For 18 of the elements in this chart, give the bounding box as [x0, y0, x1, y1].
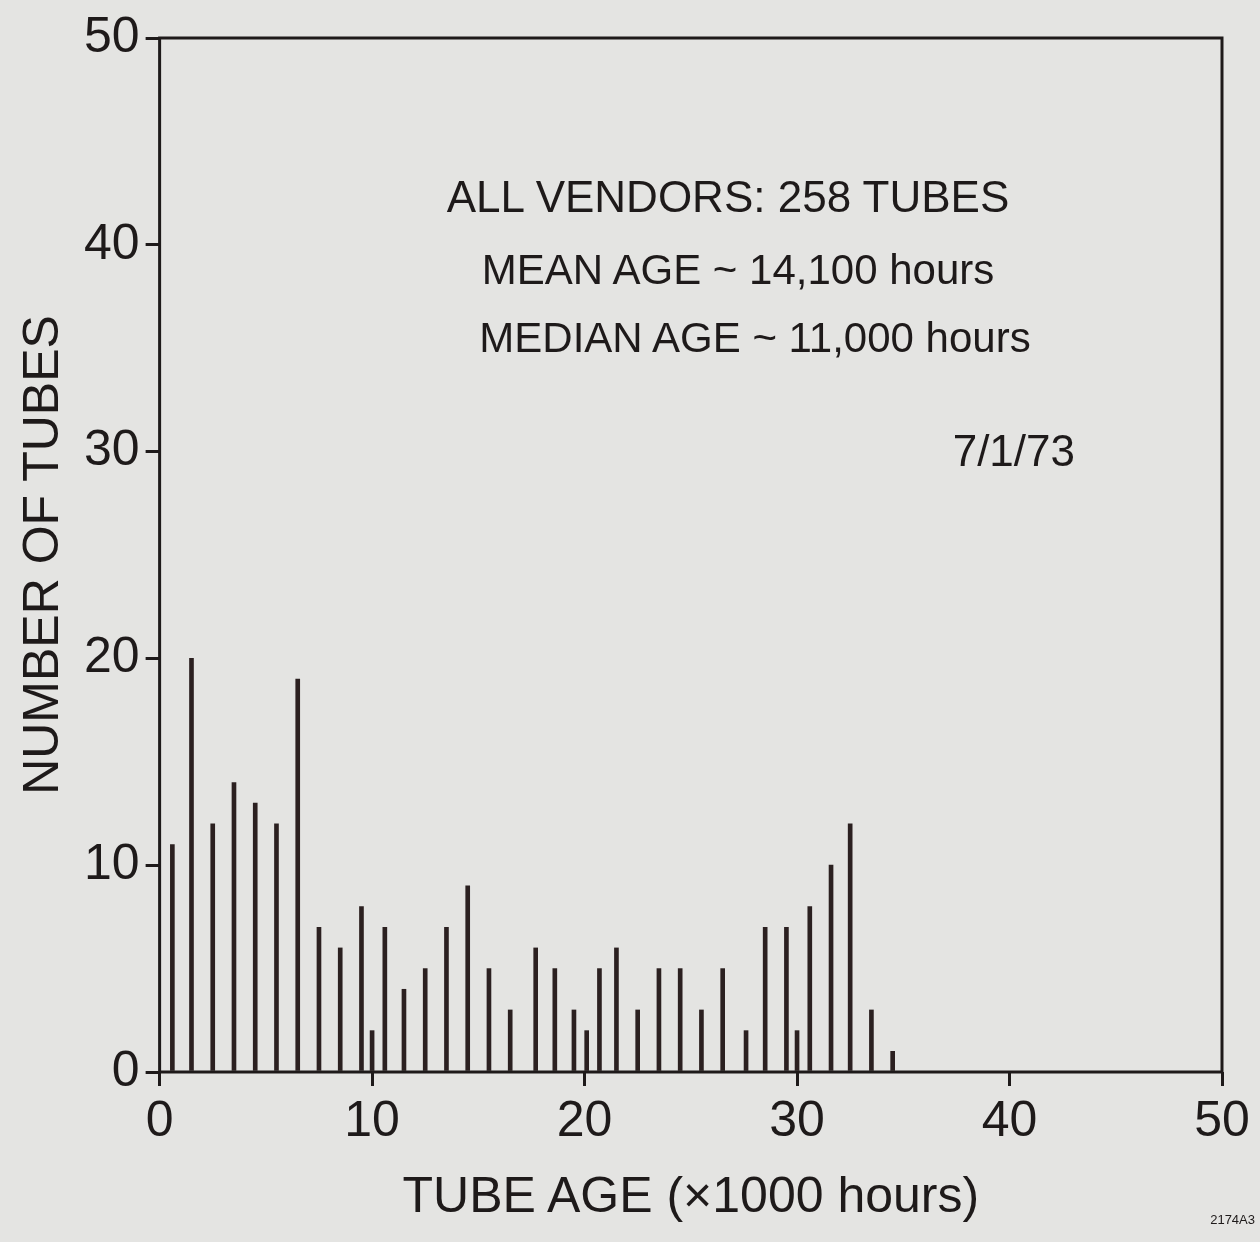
- x-tick-label: 30: [769, 1090, 825, 1147]
- y-tick-label: 10: [83, 833, 140, 890]
- y-tick-label: 50: [83, 6, 140, 63]
- x-axis-title: TUBE AGE (×1000 hours): [402, 1166, 980, 1223]
- y-tick-label: 30: [83, 420, 140, 477]
- text: 2174A3: [1210, 1212, 1255, 1227]
- annotation: MEAN AGE ~ 14,100 hours: [481, 246, 995, 294]
- y-tick-label: 20: [83, 627, 140, 684]
- x-tick-label: 50: [1194, 1090, 1250, 1147]
- y-axis-title: NUMBER OF TUBES: [12, 315, 69, 795]
- y-tick-label: 0: [111, 1040, 140, 1097]
- annotation: ALL VENDORS: 258 TUBES: [446, 172, 1010, 222]
- annotation: 7/1/73: [952, 426, 1075, 476]
- y-tick-label: 40: [83, 213, 140, 270]
- x-tick-label: 40: [981, 1090, 1038, 1147]
- annotation: MEDIAN AGE ~ 11,000 hours: [479, 314, 1031, 362]
- x-tick-label: 10: [344, 1090, 400, 1147]
- x-tick-label: 20: [556, 1090, 613, 1147]
